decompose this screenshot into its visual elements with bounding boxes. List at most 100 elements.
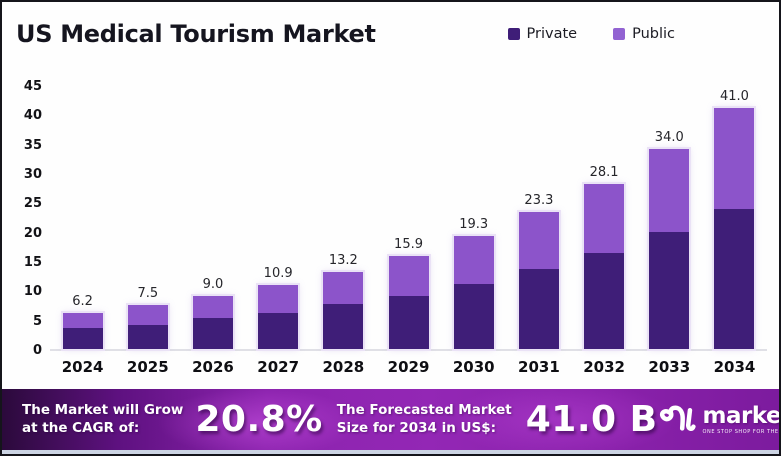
legend-label: Private xyxy=(526,25,578,42)
bar-segment-public xyxy=(649,149,690,233)
brand-name: market.us xyxy=(702,402,781,429)
x-tick-label-2025: 2025 xyxy=(126,358,169,376)
bar-group-2027: 10.9 xyxy=(246,266,311,349)
chart-area: 0 5 10 15 20 25 30 35 40 45 6.2 7.5 9.0 10.9 13.2 15.9… xyxy=(2,59,779,383)
stacked-bar-2030 xyxy=(453,235,494,349)
stacked-bar-2027 xyxy=(258,285,299,349)
x-tick-label-2024: 2024 xyxy=(61,358,104,376)
bar-total-label: 7.5 xyxy=(137,285,159,301)
bar-total-label: 41.0 xyxy=(719,89,749,105)
stacked-bar-2028 xyxy=(323,271,364,349)
bar-segment-public xyxy=(62,312,103,329)
y-tick-label-15: 15 xyxy=(23,254,42,270)
chart-header: US Medical Tourism Market Private Public xyxy=(2,2,779,59)
bars-row: 6.2 7.5 9.0 10.9 13.2 15.9 19.3 23.3 28.1 34.0 41.… xyxy=(50,59,767,351)
stacked-bar-2029 xyxy=(388,255,429,349)
bar-total-label: 6.2 xyxy=(72,293,93,309)
bar-segment-public xyxy=(584,184,625,253)
bar-segment-private xyxy=(323,304,364,349)
cagr-label-line2: at the CAGR of: xyxy=(22,419,140,436)
bar-segment-public xyxy=(192,296,233,318)
y-tick-label-25: 25 xyxy=(23,196,42,212)
x-tick-label-2032: 2032 xyxy=(583,358,625,376)
x-tick-label-2029: 2029 xyxy=(387,358,430,376)
y-tick-label-0: 0 xyxy=(32,343,42,358)
bar-group-2026: 9.0 xyxy=(180,277,245,349)
bar-segment-private xyxy=(192,317,233,349)
bar-group-2028: 13.2 xyxy=(311,253,376,349)
y-tick-label-35: 35 xyxy=(23,137,42,153)
forecast-label-line1: The Forecasted Market xyxy=(336,401,512,418)
bar-group-2034: 41.0 xyxy=(702,89,767,349)
bar-segment-public xyxy=(258,285,299,313)
brand-text: market.us ONE STOP SHOP FOR THE REPORTS xyxy=(702,402,781,435)
y-tick-label-30: 30 xyxy=(23,166,42,182)
stacked-bar-2032 xyxy=(584,184,625,349)
cagr-label: The Market will Grow at the CAGR of: xyxy=(22,402,183,438)
bar-segment-private xyxy=(649,232,690,349)
bar-total-label: 10.9 xyxy=(263,266,293,282)
x-tick-label-2027: 2027 xyxy=(257,358,300,376)
bar-segment-public xyxy=(453,235,494,284)
footer-banner: The Market will Grow at the CAGR of: 20.… xyxy=(2,389,779,450)
bottom-strip xyxy=(2,450,779,454)
bar-total-label: 23.3 xyxy=(524,193,554,209)
bar-total-label: 28.1 xyxy=(589,165,619,181)
bar-segment-public xyxy=(388,255,429,296)
forecast-label: The Forecasted Market Size for 2034 in U… xyxy=(337,402,512,438)
y-tick-label-5: 5 xyxy=(32,313,42,329)
forecast-value: 41.0 B xyxy=(525,399,658,440)
bar-group-2029: 15.9 xyxy=(376,237,441,349)
bar-segment-private xyxy=(714,208,755,349)
x-tick-label-2030: 2030 xyxy=(452,358,495,376)
chart-title: US Medical Tourism Market xyxy=(16,19,376,48)
bar-total-label: 19.3 xyxy=(459,216,489,232)
bar-group-2033: 34.0 xyxy=(637,130,702,349)
bar-group-2024: 6.2 xyxy=(50,294,115,349)
bar-total-label: 13.2 xyxy=(328,252,358,268)
bar-segment-public xyxy=(127,304,168,325)
x-tick-label-2033: 2033 xyxy=(648,358,691,376)
stacked-bar-2031 xyxy=(518,212,559,349)
y-tick-label-20: 20 xyxy=(23,225,42,241)
bar-group-2030: 19.3 xyxy=(441,217,506,349)
x-axis: 2024 2025 2026 2027 2028 2029 2030 2031 2032 2033… xyxy=(50,351,767,383)
legend: Private Public xyxy=(507,25,675,42)
bar-total-label: 9.0 xyxy=(202,277,224,293)
bar-segment-private xyxy=(584,252,625,349)
cagr-label-line1: The Market will Grow xyxy=(22,401,184,418)
plot-area: 6.2 7.5 9.0 10.9 13.2 15.9 19.3 23.3 28.1 34.0 41.… xyxy=(50,59,767,383)
legend-swatch xyxy=(507,27,520,40)
x-tick-label-2034: 2034 xyxy=(713,358,756,376)
x-tick-label-2031: 2031 xyxy=(518,358,560,376)
bar-segment-public xyxy=(323,271,364,305)
stacked-bar-2033 xyxy=(649,149,690,349)
stacked-bar-2026 xyxy=(192,296,233,349)
y-tick-label-10: 10 xyxy=(23,284,42,300)
cagr-value: 20.8% xyxy=(195,399,323,440)
x-tick-label-2026: 2026 xyxy=(192,358,234,376)
bar-segment-private xyxy=(127,324,168,349)
bar-segment-private xyxy=(258,312,299,349)
y-tick-label-45: 45 xyxy=(23,78,42,94)
legend-label: Public xyxy=(632,25,675,42)
brand-swirl-icon xyxy=(658,402,696,438)
bar-group-2032: 28.1 xyxy=(572,165,637,349)
bar-total-label: 34.0 xyxy=(654,130,684,146)
brand-logo: market.us ONE STOP SHOP FOR THE REPORTS xyxy=(658,402,781,438)
legend-item-private: Private xyxy=(507,25,578,42)
bar-segment-private xyxy=(453,283,494,349)
y-tick-label-40: 40 xyxy=(23,108,42,124)
bar-segment-public xyxy=(714,108,755,209)
bar-group-2025: 7.5 xyxy=(115,286,180,349)
y-axis: 0 5 10 15 20 25 30 35 40 45 xyxy=(2,59,50,358)
stacked-bar-2024 xyxy=(62,312,103,349)
bar-segment-private xyxy=(518,268,559,349)
bar-total-label: 15.9 xyxy=(394,236,423,252)
x-tick-label-2028: 2028 xyxy=(322,358,365,376)
bar-segment-public xyxy=(518,212,559,269)
legend-item-public: Public xyxy=(613,26,675,42)
bar-segment-private xyxy=(62,328,103,349)
stacked-bar-2034 xyxy=(714,108,755,349)
